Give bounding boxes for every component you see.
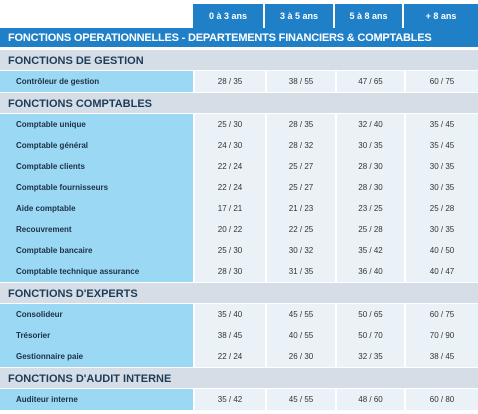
value-cell: 22 / 24 (193, 177, 265, 198)
row-label: Recouvrement (0, 219, 193, 240)
table-row: Gestionnaire paie 22 / 24 26 / 30 32 / 3… (0, 346, 478, 367)
value-cell: 25 / 30 (193, 114, 265, 135)
value-cell: 35 / 42 (193, 389, 265, 410)
value-cell: 31 / 35 (265, 261, 335, 282)
section-heading: FONCTIONS DE GESTION (0, 49, 478, 71)
value-cell: 60 / 75 (404, 304, 478, 325)
column-header: 5 à 8 ans (335, 4, 402, 28)
column-header: 0 à 3 ans (193, 4, 263, 28)
value-cell: 35 / 42 (335, 240, 404, 261)
value-cell: 25 / 28 (404, 198, 478, 219)
value-cell: 25 / 30 (193, 240, 265, 261)
table-row: Comptable unique 25 / 30 28 / 35 32 / 40… (0, 114, 478, 135)
value-cell: 38 / 45 (404, 346, 478, 367)
value-cell: 26 / 30 (265, 346, 335, 367)
table-row: Aide comptable 17 / 21 21 / 23 23 / 25 2… (0, 198, 478, 219)
value-cell: 30 / 35 (404, 156, 478, 177)
value-cell: 50 / 65 (335, 304, 404, 325)
row-label: Comptable fournisseurs (0, 177, 193, 198)
value-cell: 28 / 32 (265, 135, 335, 156)
row-label: Comptable unique (0, 114, 193, 135)
value-cell: 28 / 30 (335, 156, 404, 177)
value-cell: 47 / 65 (335, 71, 404, 92)
table-row: Comptable clients 22 / 24 25 / 27 28 / 3… (0, 156, 478, 177)
table-row: Auditeur interne 35 / 42 45 / 55 48 / 60… (0, 389, 478, 410)
value-cell: 40 / 50 (404, 240, 478, 261)
row-label: Comptable technique assurance (0, 261, 193, 282)
row-label: Comptable général (0, 135, 193, 156)
value-cell: 20 / 22 (193, 219, 265, 240)
row-label: Gestionnaire paie (0, 346, 193, 367)
value-cell: 35 / 40 (193, 304, 265, 325)
section-heading: FONCTIONS D'AUDIT INTERNE (0, 367, 478, 389)
column-header: 3 à 5 ans (265, 4, 333, 28)
row-label: Trésorier (0, 325, 193, 346)
value-cell: 28 / 35 (193, 71, 265, 92)
value-cell: 30 / 32 (265, 240, 335, 261)
value-cell: 40 / 47 (404, 261, 478, 282)
salary-table: FONCTIONS OPERATIONNELLES - DEPARTEMENTS… (0, 28, 478, 410)
value-cell: 38 / 55 (265, 71, 335, 92)
table-row: Contrôleur de gestion 28 / 35 38 / 55 47… (0, 71, 478, 92)
value-cell: 70 / 90 (404, 325, 478, 346)
value-cell: 45 / 55 (265, 304, 335, 325)
value-cell: 60 / 75 (404, 71, 478, 92)
value-cell: 36 / 40 (335, 261, 404, 282)
value-cell: 25 / 27 (265, 156, 335, 177)
row-label: Comptable bancaire (0, 240, 193, 261)
row-label: Contrôleur de gestion (0, 71, 193, 92)
value-cell: 30 / 35 (335, 135, 404, 156)
value-cell: 25 / 28 (335, 219, 404, 240)
value-cell: 35 / 45 (404, 135, 478, 156)
value-cell: 38 / 45 (193, 325, 265, 346)
value-cell: 32 / 40 (335, 114, 404, 135)
column-header-row: 0 à 3 ans 3 à 5 ans 5 à 8 ans + 8 ans (0, 0, 478, 28)
table-title: FONCTIONS OPERATIONNELLES - DEPARTEMENTS… (0, 28, 478, 49)
value-cell: 30 / 35 (404, 219, 478, 240)
value-cell: 45 / 55 (265, 389, 335, 410)
value-cell: 28 / 35 (265, 114, 335, 135)
table-row: Comptable bancaire 25 / 30 30 / 32 35 / … (0, 240, 478, 261)
row-label: Aide comptable (0, 198, 193, 219)
value-cell: 30 / 35 (404, 177, 478, 198)
value-cell: 22 / 25 (265, 219, 335, 240)
table-row: Recouvrement 20 / 22 22 / 25 25 / 28 30 … (0, 219, 478, 240)
row-label: Comptable clients (0, 156, 193, 177)
table-row: Comptable fournisseurs 22 / 24 25 / 27 2… (0, 177, 478, 198)
value-cell: 21 / 23 (265, 198, 335, 219)
row-label: Consolideur (0, 304, 193, 325)
column-header: + 8 ans (404, 4, 478, 28)
value-cell: 35 / 45 (404, 114, 478, 135)
value-cell: 22 / 24 (193, 346, 265, 367)
value-cell: 48 / 60 (335, 389, 404, 410)
table-row: Comptable général 24 / 30 28 / 32 30 / 3… (0, 135, 478, 156)
table-row: Consolideur 35 / 40 45 / 55 50 / 65 60 /… (0, 304, 478, 325)
value-cell: 60 / 80 (404, 389, 478, 410)
value-cell: 25 / 27 (265, 177, 335, 198)
table-row: Comptable technique assurance 28 / 30 31… (0, 261, 478, 282)
section-heading: FONCTIONS COMPTABLES (0, 92, 478, 114)
value-cell: 23 / 25 (335, 198, 404, 219)
row-label: Auditeur interne (0, 389, 193, 410)
value-cell: 32 / 35 (335, 346, 404, 367)
value-cell: 40 / 55 (265, 325, 335, 346)
value-cell: 50 / 70 (335, 325, 404, 346)
section-heading: FONCTIONS D'EXPERTS (0, 282, 478, 304)
value-cell: 17 / 21 (193, 198, 265, 219)
value-cell: 28 / 30 (193, 261, 265, 282)
value-cell: 28 / 30 (335, 177, 404, 198)
value-cell: 24 / 30 (193, 135, 265, 156)
table-row: Trésorier 38 / 45 40 / 55 50 / 70 70 / 9… (0, 325, 478, 346)
value-cell: 22 / 24 (193, 156, 265, 177)
